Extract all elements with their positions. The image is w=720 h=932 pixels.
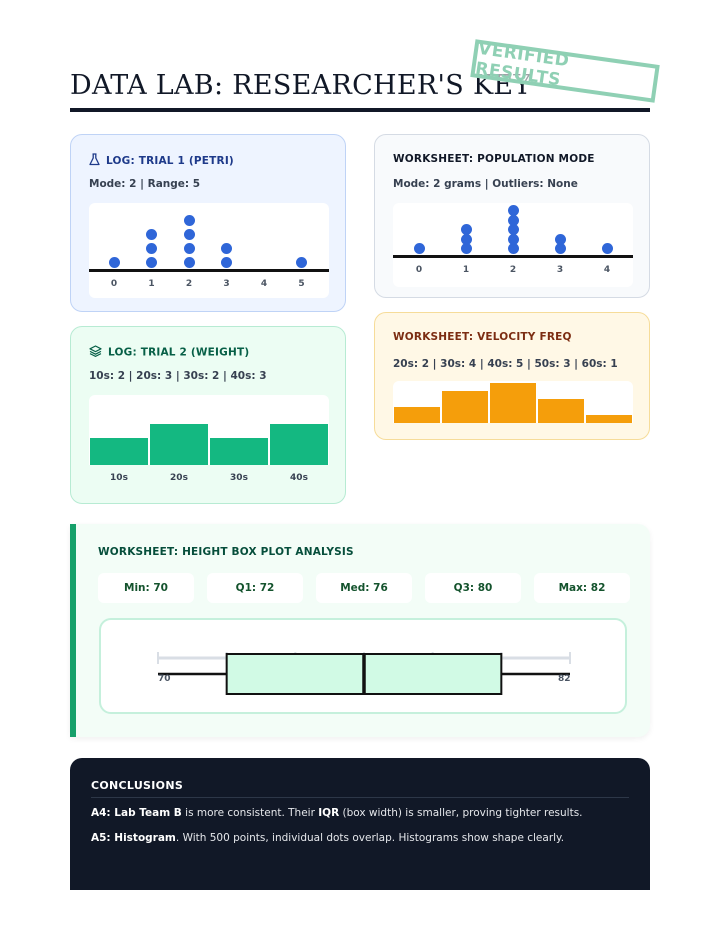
title-underline (70, 108, 650, 112)
a5-label: A5: Histogram (91, 832, 176, 844)
data-dot (108, 257, 120, 268)
data-dot (554, 243, 566, 254)
trial2-subtitle: 10s: 2 | 20s: 3 | 30s: 2 | 40s: 3 (89, 370, 267, 382)
trial2-histogram-labels: 10s 20s 30s 40s (89, 473, 329, 487)
histogram-bar (393, 407, 441, 423)
data-dot (146, 243, 157, 254)
tick-label: 4 (603, 265, 611, 275)
velocity-histogram (393, 381, 633, 423)
axis-line (89, 269, 329, 272)
trial2-card: LOG: TRIAL 2 (WEIGHT) 10s: 2 | 20s: 3 | … (70, 326, 346, 504)
tick-label: 2 (509, 265, 517, 275)
conclusion-a5: A5: Histogram. With 500 points, individu… (91, 832, 564, 844)
a4-text-1: is more consistent. Their (181, 807, 319, 819)
tick-label: 1 (462, 265, 470, 275)
trial2-title-text: LOG: TRIAL 2 (WEIGHT) (108, 346, 250, 359)
data-dot (507, 224, 519, 235)
velocity-title: WORKSHEET: VELOCITY FREQ (393, 331, 572, 343)
conclusions-divider (91, 797, 629, 798)
trial2-histogram (89, 395, 329, 465)
data-dot (554, 233, 566, 245)
trial1-subtitle: Mode: 2 | Range: 5 (89, 178, 201, 190)
tick-label: 4 (260, 279, 268, 289)
data-dot (507, 243, 519, 254)
a4-iqr: IQR (318, 807, 340, 819)
data-dot (183, 257, 195, 268)
boxplot-card: WORKSHEET: HEIGHT BOX PLOT ANALYSIS Min:… (70, 524, 650, 737)
data-dot (183, 229, 195, 240)
flask-icon (89, 153, 100, 169)
histogram-bar (441, 391, 489, 423)
stat-q1: Q1: 72 (207, 573, 303, 603)
data-dot (183, 215, 195, 226)
data-dot (460, 233, 472, 245)
data-dot (296, 257, 307, 268)
population-card: WORKSHEET: POPULATION MODE Mode: 2 grams… (374, 134, 650, 298)
histogram-bar (269, 424, 329, 465)
tick-label: 0 (110, 279, 118, 289)
data-dot (460, 243, 472, 254)
data-dot (413, 243, 425, 254)
data-dot (507, 205, 519, 216)
velocity-card: WORKSHEET: VELOCITY FREQ 20s: 2 | 30s: 4… (374, 312, 650, 440)
tick-label: 2 (185, 279, 193, 289)
conclusions-title: CONCLUSIONS (91, 779, 184, 792)
conclusions-panel: CONCLUSIONS A4: Lab Team B is more consi… (70, 758, 650, 890)
histogram-label: 10s (110, 473, 128, 483)
stat-max: Max: 82 (534, 573, 630, 603)
axis-end-label: 82 (558, 674, 571, 684)
axis-line (393, 255, 633, 258)
population-title: WORKSHEET: POPULATION MODE (393, 153, 595, 165)
histogram-label: 30s (230, 473, 248, 483)
trial1-card: LOG: TRIAL 1 (PETRI) Mode: 2 | Range: 5 … (70, 134, 346, 312)
stat-median: Med: 76 (316, 573, 412, 603)
data-dot (507, 233, 519, 245)
tick-label: 3 (223, 279, 230, 289)
data-dot (507, 214, 519, 226)
stat-q3: Q3: 80 (425, 573, 521, 603)
histogram-bar (585, 415, 633, 423)
tick-label: 0 (415, 265, 423, 275)
boxplot-panel: 70 82 (99, 618, 627, 714)
trial1-title: LOG: TRIAL 1 (PETRI) (89, 153, 234, 169)
histogram-bar (209, 438, 269, 465)
a5-text: . With 500 points, individual dots overl… (175, 832, 565, 844)
histogram-label: 40s (290, 473, 308, 483)
data-dot (146, 257, 157, 268)
histogram-label: 20s (170, 473, 188, 483)
stat-min: Min: 70 (98, 573, 194, 603)
axis-start-label: 70 (158, 674, 171, 684)
boxplot-title: WORKSHEET: HEIGHT BOX PLOT ANALYSIS (98, 546, 354, 558)
tick-label: 5 (298, 279, 305, 289)
data-dot (460, 224, 472, 235)
data-dot (221, 257, 232, 268)
box-plot: 70 82 (157, 652, 571, 695)
conclusion-a4: A4: Lab Team B is more consistent. Their… (91, 807, 583, 819)
histogram-bar (89, 438, 149, 465)
boxplot-accent-bar (70, 524, 76, 737)
population-subtitle: Mode: 2 grams | Outliers: None (393, 178, 578, 190)
a4-label: A4: Lab Team B (91, 807, 182, 819)
histogram-bar (537, 399, 585, 423)
layers-icon (89, 345, 102, 360)
data-dot (221, 243, 232, 254)
tick-label: 3 (556, 265, 564, 275)
histogram-bar (149, 424, 209, 465)
data-dot (183, 243, 195, 254)
a4-text-2: (box width) is smaller, proving tighter … (339, 807, 583, 819)
page-title: DATA LAB: RESEARCHER'S KEY (70, 70, 532, 101)
trial1-dot-plot: 0 1 2 3 4 5 (89, 203, 329, 298)
population-dot-plot: 0 1 2 3 4 (393, 203, 633, 287)
trial2-title: LOG: TRIAL 2 (WEIGHT) (89, 345, 249, 360)
trial1-title-text: LOG: TRIAL 1 (PETRI) (106, 155, 234, 167)
data-dot (601, 243, 613, 254)
histogram-bar (489, 383, 537, 423)
tick-label: 1 (148, 279, 155, 289)
data-dot (146, 229, 157, 240)
velocity-subtitle: 20s: 2 | 30s: 4 | 40s: 5 | 50s: 3 | 60s:… (393, 358, 618, 370)
